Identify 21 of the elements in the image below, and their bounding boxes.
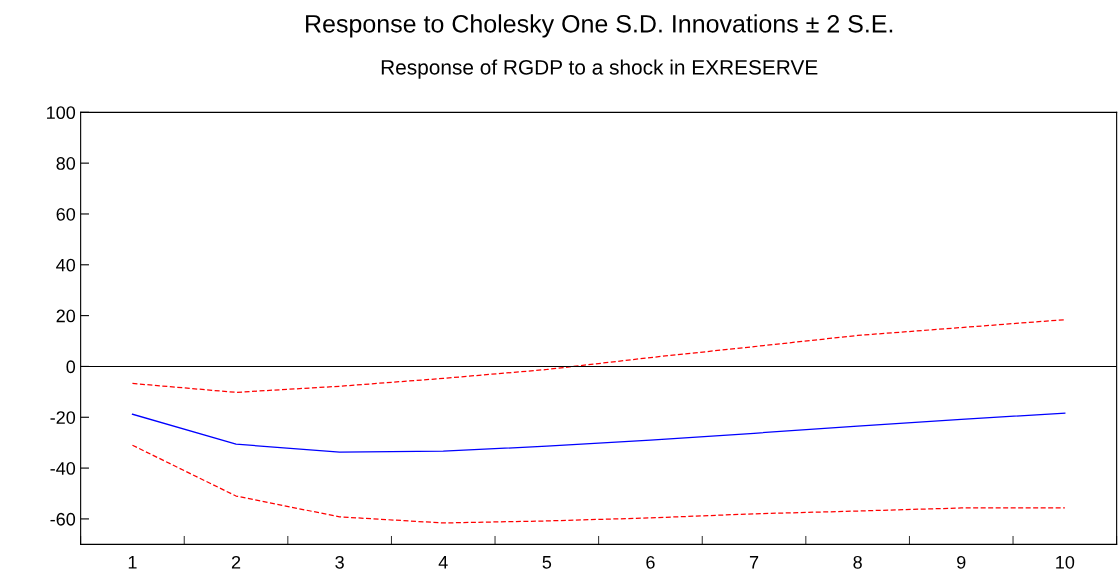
y-tick-label: -20 <box>50 411 76 424</box>
y-tick-label: 20 <box>56 309 76 323</box>
y-tick-label: 0 <box>66 360 76 374</box>
chart-title: Response to Cholesky One S.D. Innovations ± 2 S.E. <box>306 14 893 38</box>
x-tick-label: 5 <box>542 556 552 569</box>
x-tick-label: 2 <box>231 555 241 569</box>
x-tick-label: 6 <box>646 555 655 569</box>
x-tick-label: 10 <box>1056 555 1075 569</box>
x-tick-label: 9 <box>957 555 966 569</box>
x-tick-label: 8 <box>853 555 862 569</box>
y-tick-label: 40 <box>56 258 76 272</box>
x-tick-label: 3 <box>335 555 344 569</box>
x-tick-label: 1 <box>128 556 137 569</box>
y-tick-label: 60 <box>56 207 76 221</box>
chart-subtitle: Response of RGDP to a shock in EXRESERVE <box>381 59 818 79</box>
x-tick-label: 4 <box>438 556 448 569</box>
y-tick-label: -40 <box>50 462 76 475</box>
y-tick-label: 80 <box>56 157 76 170</box>
y-tick-label: 100 <box>47 106 76 120</box>
x-tick-label: 7 <box>749 556 759 569</box>
y-tick-label: -60 <box>50 512 76 526</box>
